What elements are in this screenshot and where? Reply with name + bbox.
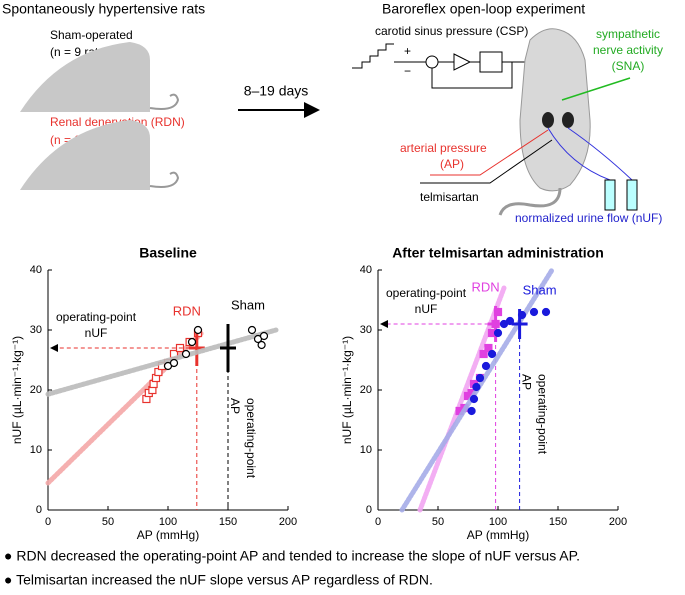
y-tick-label: 40 [360,264,372,276]
point [493,328,503,338]
series-label: RDN [472,279,500,294]
x-tick-label: 0 [45,516,51,528]
y-tick-label: 0 [36,504,42,516]
x-axis-label: AP (mmHg) [137,528,199,542]
rat-tail [149,93,180,110]
y-axis-label: nUF (µL·min⁻¹·kg⁻¹) [10,336,24,444]
sign: − [404,64,411,78]
x-tick-label: 0 [375,516,381,528]
series-label: Sham [231,297,265,312]
y-tick-label: 20 [30,384,42,396]
label: (AP) [440,157,464,171]
sign: + [404,44,411,58]
tube [604,179,616,211]
amplifier [453,53,472,71]
annotation: operating-point [535,374,549,455]
point [472,382,481,392]
point [529,307,539,317]
series-label: RDN [173,303,201,318]
label: sympathetic [596,27,660,41]
point [467,406,476,416]
x-tick-label: 50 [102,516,114,528]
tube [626,179,638,211]
label: telmisartan [420,190,479,204]
point [479,349,488,359]
ureter [547,127,611,181]
annotation: operating-point [386,286,467,300]
kidney [542,112,554,128]
x-tick-label: 150 [549,516,567,528]
point [475,373,485,383]
fit-line [45,327,279,397]
y-axis-label: nUF (µL·min⁻¹·kg⁻¹) [340,336,354,444]
point [481,361,491,371]
y-tick-label: 40 [30,264,42,276]
annotation: AP [228,398,242,414]
label: arterial pressure [400,141,487,155]
sna-wire [561,77,631,101]
annotation: operating-point [244,398,258,479]
label: carotid sinus pressure (CSP) [375,24,528,38]
x-tick-label: 50 [432,516,444,528]
point [187,337,197,347]
point [169,358,179,368]
title: Spontaneously hypertensive rats [2,1,205,17]
rat-icon [20,120,150,190]
point [469,394,479,404]
chart-title: After telmisartan administration [392,245,604,261]
chart-title: Baseline [139,245,197,261]
label: Sham-operated [50,28,133,42]
x-axis-label: AP (mmHg) [467,528,529,542]
x-tick-label: 150 [219,516,237,528]
x-tick-label: 200 [279,516,297,528]
y-tick-label: 30 [30,324,42,336]
ap-line [430,129,549,176]
bullet: ● RDN decreased the operating-point AP a… [4,548,580,564]
point [257,340,266,350]
title: Baroreflex open-loop experiment [382,1,585,17]
fit-line [417,285,507,513]
x-tick-label: 100 [489,516,507,528]
annotation: nUF [85,326,108,340]
point [247,325,257,335]
series-label: Sham [523,282,557,297]
telmisartan-line [420,139,553,184]
label: nerve activity [593,43,663,57]
y-tick-label: 10 [30,444,42,456]
summing-node [425,55,439,69]
point [181,349,191,359]
y-tick-label: 20 [360,384,372,396]
point [487,349,497,359]
point [484,343,493,353]
staircase [352,43,394,69]
label: 8–19 days [244,83,309,99]
kidney [562,112,574,128]
label: (SNA) [612,59,645,73]
annotation: operating-point [56,310,137,324]
point [193,325,203,335]
y-tick-label: 30 [360,324,372,336]
point [259,331,269,341]
rat-body [519,28,591,192]
rat-tail [498,187,562,216]
label: normalized urine flow (nUF) [515,211,662,225]
x-tick-label: 200 [609,516,627,528]
bullet: ● Telmisartan increased the nUF slope ve… [4,572,433,588]
point [541,307,551,317]
servo [479,51,503,73]
ureter [567,127,633,181]
y-tick-label: 10 [360,444,372,456]
x-tick-label: 100 [159,516,177,528]
rat-icon [20,42,150,112]
annotation: nUF [415,302,438,316]
annotation: AP [519,374,533,390]
y-tick-label: 0 [366,504,372,516]
rat-tail [149,171,180,188]
feedback [431,62,513,89]
